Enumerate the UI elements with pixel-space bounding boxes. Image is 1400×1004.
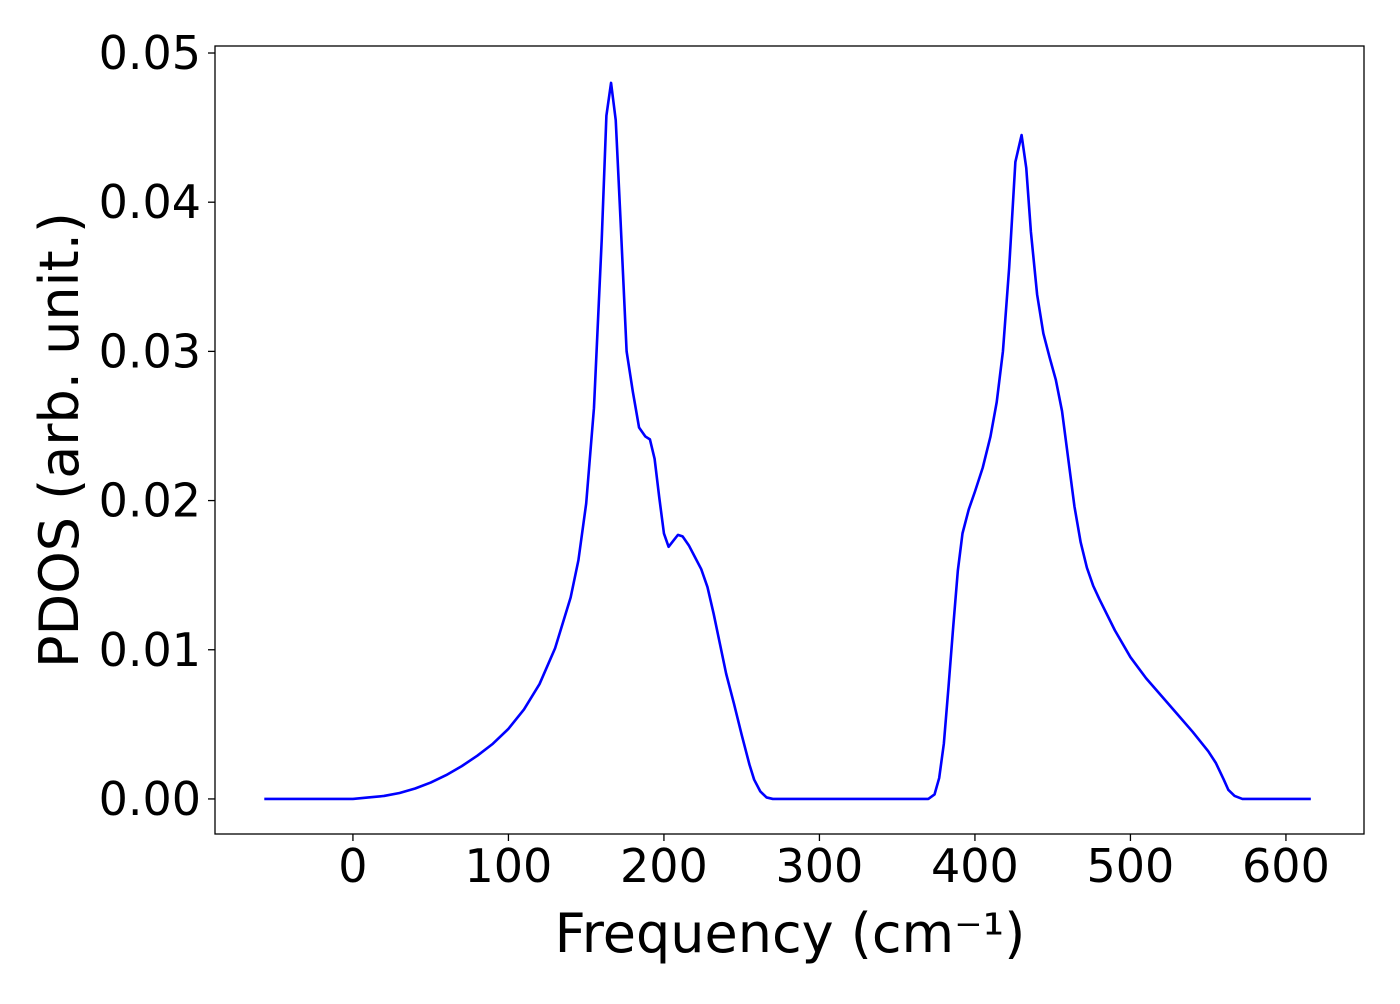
y-tick-label: 0.04 [99,175,201,229]
x-tick-label: 0 [338,839,367,893]
y-tick-label: 0.03 [99,324,201,378]
y-tick-label: 0.05 [99,26,201,80]
x-tick-label: 300 [776,839,864,893]
y-axis-label: PDOS (arb. unit.) [28,212,91,668]
y-tick-label: 0.00 [99,772,201,826]
plot-frame [214,45,1365,835]
x-tick-label: 100 [465,839,553,893]
x-axis-label: Frequency (cm⁻¹) [555,902,1026,965]
data-line [264,81,1311,801]
y-tick-label: 0.02 [99,474,201,528]
x-tick-label: 200 [620,839,708,893]
x-tick-label: 600 [1242,839,1330,893]
x-tick-label: 400 [931,839,1019,893]
x-tick-label: 500 [1087,839,1175,893]
y-tick-label: 0.01 [99,623,201,677]
